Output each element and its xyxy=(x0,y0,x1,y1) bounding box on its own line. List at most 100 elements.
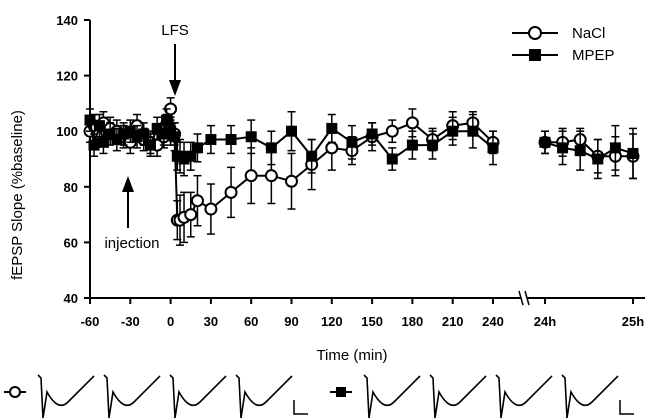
data-point-mpep xyxy=(84,114,96,126)
legend: NaCl MPEP xyxy=(512,25,615,64)
data-point-nacl xyxy=(264,169,278,183)
y-tick-label: 120 xyxy=(56,69,78,84)
x-tick-label: 0 xyxy=(167,314,174,329)
data-point-mpep xyxy=(161,114,173,126)
data-point-mpep xyxy=(111,134,123,146)
x-tick-label: 60 xyxy=(244,314,258,329)
data-point-mpep xyxy=(609,142,621,154)
series-layer xyxy=(83,97,640,246)
data-point-mpep xyxy=(406,139,418,151)
traces-mpep xyxy=(330,374,634,419)
scale-bar xyxy=(293,400,308,415)
injection-arrow-head xyxy=(122,176,134,192)
data-point-mpep xyxy=(386,153,398,165)
data-point-mpep xyxy=(178,153,190,165)
data-point-mpep xyxy=(306,150,318,162)
scale-bar xyxy=(619,400,634,415)
data-point-mpep xyxy=(366,128,378,140)
data-point-nacl xyxy=(184,208,198,222)
data-point-mpep xyxy=(138,128,150,140)
data-point-nacl xyxy=(405,116,419,130)
data-point-nacl xyxy=(385,124,399,138)
data-point-nacl xyxy=(224,185,238,199)
data-point-nacl xyxy=(244,169,258,183)
x-tick-label: -60 xyxy=(81,314,100,329)
data-point-mpep xyxy=(467,125,479,137)
data-point-mpep xyxy=(245,131,257,143)
data-point-mpep xyxy=(487,142,499,154)
fepsp-trace xyxy=(103,374,161,419)
fepsp-trace xyxy=(37,374,95,419)
data-point-mpep xyxy=(104,128,116,140)
x-tick-label: 25h xyxy=(622,314,644,329)
data-point-mpep xyxy=(185,150,197,162)
fepsp-trace xyxy=(429,374,487,419)
data-point-mpep xyxy=(205,134,217,146)
trace-marker-nacl xyxy=(9,386,21,398)
lfs-arrow-head xyxy=(169,80,181,96)
data-point-mpep xyxy=(165,125,177,137)
data-point-mpep xyxy=(169,131,181,143)
data-point-mpep xyxy=(427,139,439,151)
data-point-nacl xyxy=(204,202,218,216)
data-point-mpep xyxy=(88,139,100,151)
data-point-mpep xyxy=(265,142,277,154)
injection-annotation: injection xyxy=(104,235,159,252)
data-point-mpep xyxy=(574,145,586,157)
data-point-mpep xyxy=(286,125,297,137)
data-point-mpep xyxy=(158,128,170,140)
data-point-mpep xyxy=(225,134,237,146)
data-point-mpep xyxy=(97,136,109,148)
traces-nacl xyxy=(4,374,308,419)
data-point-nacl xyxy=(190,194,204,208)
axes: 40 60 80 100 120 140 -60 -30 0 30 60 90 120 150 180 210… xyxy=(56,13,645,329)
series-mpep xyxy=(84,108,639,180)
x-tick-label: 30 xyxy=(204,314,218,329)
data-point-nacl xyxy=(325,141,339,155)
trace-marker-mpep xyxy=(336,387,346,397)
legend-nacl-label: NaCl xyxy=(572,25,605,42)
example-traces xyxy=(4,374,634,419)
x-axis-title: Time (min) xyxy=(316,347,387,364)
fepsp-trace xyxy=(561,374,619,419)
x-tick-label: 210 xyxy=(442,314,464,329)
x-tick-label: 150 xyxy=(361,314,383,329)
fepsp-trace xyxy=(495,374,553,419)
data-point-mpep xyxy=(118,128,130,140)
data-point-mpep xyxy=(131,131,143,143)
x-tick-label: 180 xyxy=(402,314,424,329)
data-point-mpep xyxy=(191,142,203,154)
fepsp-trace xyxy=(363,374,421,419)
axis-break-mark-right xyxy=(524,290,530,306)
x-tick-label: -30 xyxy=(121,314,140,329)
x-tick-label: 240 xyxy=(482,314,504,329)
data-point-mpep xyxy=(151,122,163,134)
data-point-mpep xyxy=(326,122,338,134)
fepsp-trace xyxy=(169,374,227,419)
y-tick-label: 100 xyxy=(56,124,78,139)
y-tick-label: 80 xyxy=(64,180,78,195)
data-point-mpep xyxy=(447,125,459,137)
data-point-nacl xyxy=(285,174,298,188)
data-point-mpep xyxy=(124,125,136,137)
x-tick-label: 120 xyxy=(321,314,343,329)
axis-break-mark-left xyxy=(518,290,524,306)
x-tick-label: 24h xyxy=(534,314,556,329)
lfs-annotation: LFS xyxy=(161,22,189,39)
data-point-mpep xyxy=(144,139,156,151)
legend-nacl-marker xyxy=(528,26,542,40)
legend-mpep-label: MPEP xyxy=(572,47,615,64)
legend-mpep-marker xyxy=(529,49,541,61)
y-axis-title: fEPSP Slope (%baseline) xyxy=(9,110,26,280)
y-tick-label: 60 xyxy=(64,235,78,250)
data-point-mpep xyxy=(592,153,604,165)
data-point-mpep xyxy=(627,147,639,159)
data-point-mpep xyxy=(346,136,358,148)
data-point-mpep xyxy=(93,120,105,132)
x-tick-label: 90 xyxy=(284,314,298,329)
data-point-mpep xyxy=(539,136,551,148)
fepsp-trace xyxy=(235,374,293,419)
data-point-mpep xyxy=(557,142,569,154)
y-tick-label: 140 xyxy=(56,13,78,28)
